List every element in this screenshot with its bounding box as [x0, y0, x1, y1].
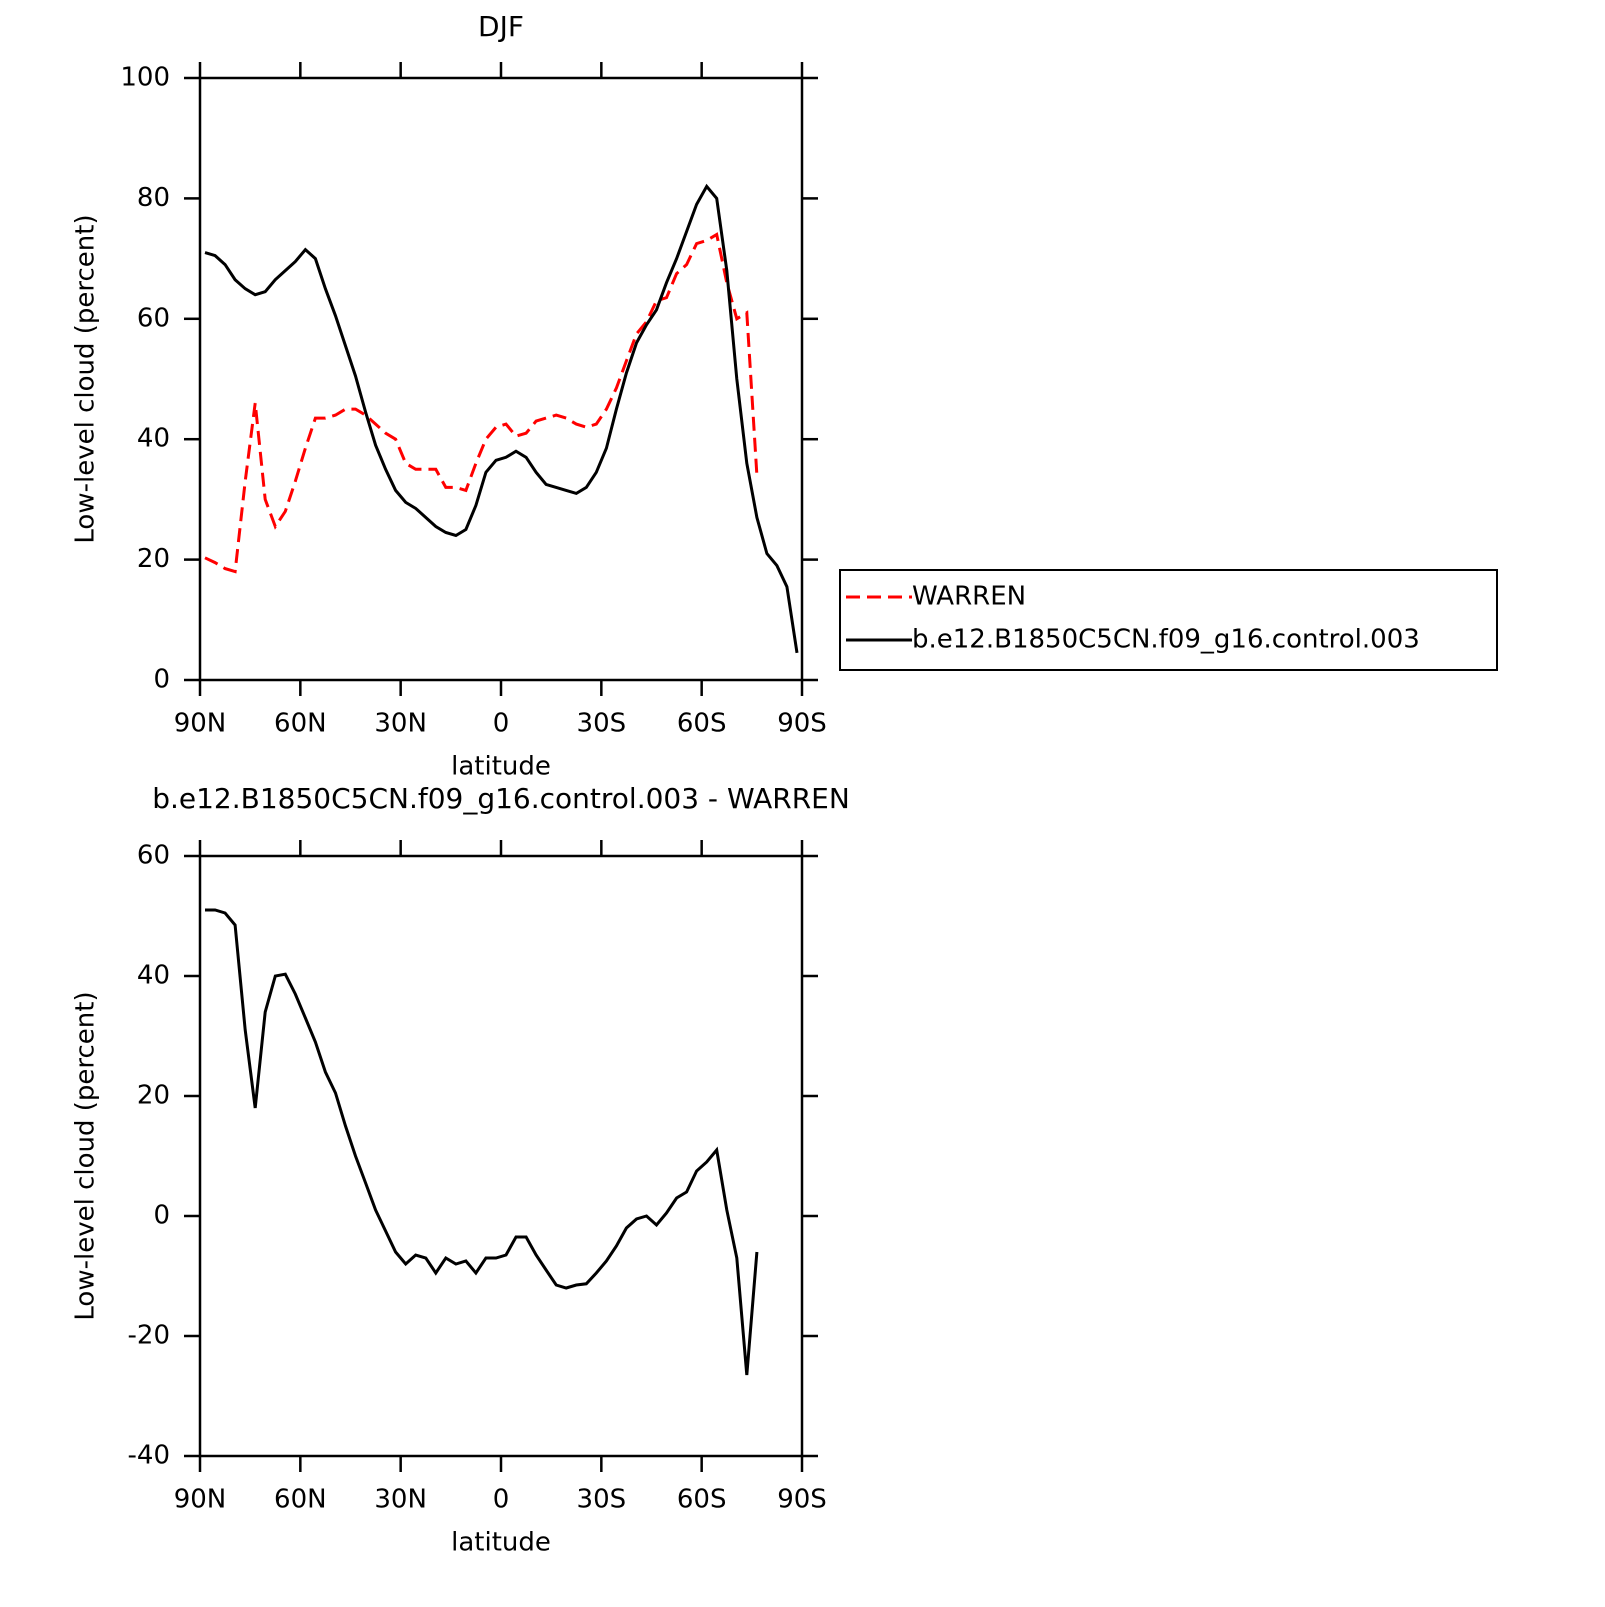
chart-title: DJF	[478, 10, 524, 43]
data-line	[205, 908, 759, 1376]
x-tick-label: 90S	[777, 709, 827, 739]
chart-title: b.e12.B1850C5CN.f09_g16.control.003 - WA…	[152, 782, 850, 815]
data-line	[204, 232, 759, 574]
y-tick-label: 40	[137, 424, 170, 454]
y-axis-label: Low-level cloud (percent)	[71, 214, 101, 543]
data-line	[204, 183, 799, 654]
y-tick-label: 20	[137, 544, 170, 574]
x-axis-label: latitude	[451, 1528, 551, 1558]
x-tick-label: 90N	[174, 709, 227, 739]
plot-frame	[198, 76, 804, 682]
x-tick-label: 60N	[274, 709, 327, 739]
y-tick-label: 60	[137, 303, 170, 333]
x-tick-label: 90S	[777, 1485, 827, 1515]
x-tick-label: 90N	[174, 1485, 227, 1515]
y-axis-label: Low-level cloud (percent)	[71, 991, 101, 1320]
x-tick-label: 30N	[374, 709, 427, 739]
legend-label: WARREN	[912, 582, 1026, 612]
x-axis-label: latitude	[451, 752, 551, 782]
x-tick-label: 0	[493, 1485, 510, 1515]
x-tick-label: 30S	[577, 1485, 627, 1515]
x-tick-label: 60S	[677, 709, 727, 739]
y-tick-label: 0	[153, 665, 170, 695]
legend-box	[839, 569, 1498, 671]
x-tick-label: 60N	[274, 1485, 327, 1515]
x-tick-label: 30S	[577, 709, 627, 739]
y-tick-label: 20	[137, 1081, 170, 1111]
y-tick-label: 80	[137, 183, 170, 213]
x-tick-label: 30N	[374, 1485, 427, 1515]
y-tick-label: 100	[120, 63, 170, 93]
y-tick-label: 0	[153, 1201, 170, 1231]
x-tick-label: 60S	[677, 1485, 727, 1515]
y-tick-label: 40	[137, 961, 170, 991]
legend-label: b.e12.B1850C5CN.f09_g16.control.003	[912, 625, 1420, 655]
y-tick-label: -20	[128, 1321, 170, 1351]
y-tick-label: -40	[128, 1441, 170, 1471]
y-tick-label: 60	[137, 841, 170, 871]
x-tick-label: 0	[493, 709, 510, 739]
